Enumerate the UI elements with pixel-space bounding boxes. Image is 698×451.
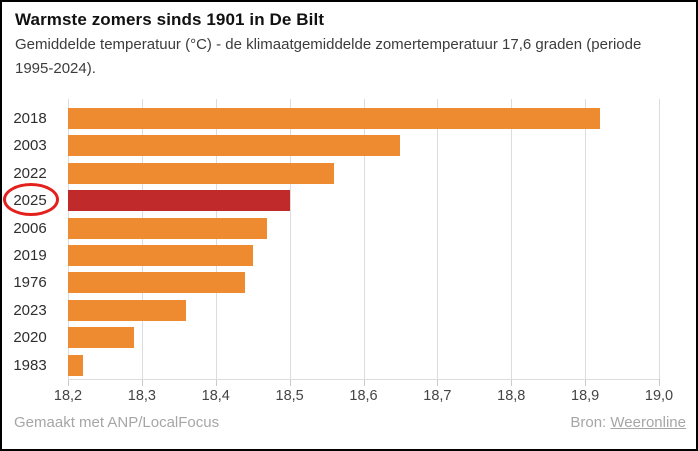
gridline — [511, 99, 513, 379]
x-tick-label: 18,9 — [571, 388, 600, 404]
axis-tick — [585, 379, 587, 386]
bar — [68, 354, 83, 376]
gridline — [68, 99, 69, 379]
bar — [68, 245, 253, 266]
axis-tick — [68, 379, 69, 386]
gridline — [141, 99, 143, 379]
x-tick-label: 18,4 — [201, 388, 230, 404]
year-label: 2022 — [13, 164, 47, 182]
gridline — [585, 99, 587, 379]
axis-tick — [215, 379, 217, 386]
year-label: 2025 — [13, 192, 47, 210]
chart-subtitle: Gemiddelde temperatuur (°C) - de klimaat… — [15, 36, 642, 77]
bar — [68, 217, 268, 239]
x-tick-label: 19,0 — [644, 388, 674, 404]
source-label: Bron: — [570, 414, 607, 431]
x-tick-label: 18,2 — [53, 388, 83, 404]
axis-tick — [437, 379, 439, 386]
source-link[interactable]: Weeronline — [610, 414, 686, 431]
bar — [68, 108, 600, 129]
x-tick-label: 18,3 — [127, 388, 156, 404]
year-label: 2023 — [13, 301, 47, 319]
axis-tick — [363, 379, 365, 386]
gridline — [215, 99, 217, 379]
x-tick-label: 18,8 — [497, 388, 526, 404]
gridline — [363, 99, 365, 379]
bar — [68, 135, 401, 157]
x-tick-label: 18,7 — [423, 388, 452, 404]
x-tick-label: 18,6 — [349, 388, 378, 404]
year-label: 2006 — [13, 219, 47, 237]
year-label: 2018 — [13, 110, 47, 127]
bar — [68, 272, 246, 294]
gridline — [437, 99, 439, 379]
footer-credit: Gemaakt met ANP/LocalFocus — [14, 414, 220, 431]
x-axis-line — [68, 379, 659, 380]
year-label: 2003 — [13, 137, 47, 155]
bar — [68, 299, 187, 321]
x-tick-label: 18,5 — [275, 388, 304, 404]
gridline — [659, 99, 660, 379]
axis-tick — [289, 379, 291, 386]
gridline — [289, 99, 291, 379]
axis-tick — [511, 379, 513, 386]
footer-source: Bron: Weeronline — [570, 414, 686, 431]
page-title: Warmste zomers sinds 1901 in De Bilt — [15, 10, 325, 29]
bar — [68, 327, 135, 349]
year-label: 1976 — [13, 274, 47, 292]
year-label: 2020 — [13, 329, 47, 347]
bar — [68, 162, 334, 184]
axis-tick — [659, 379, 660, 386]
year-label: 1983 — [13, 356, 47, 374]
year-label: 2019 — [13, 247, 47, 264]
bar-highlighted — [68, 190, 290, 212]
axis-tick — [141, 379, 143, 386]
